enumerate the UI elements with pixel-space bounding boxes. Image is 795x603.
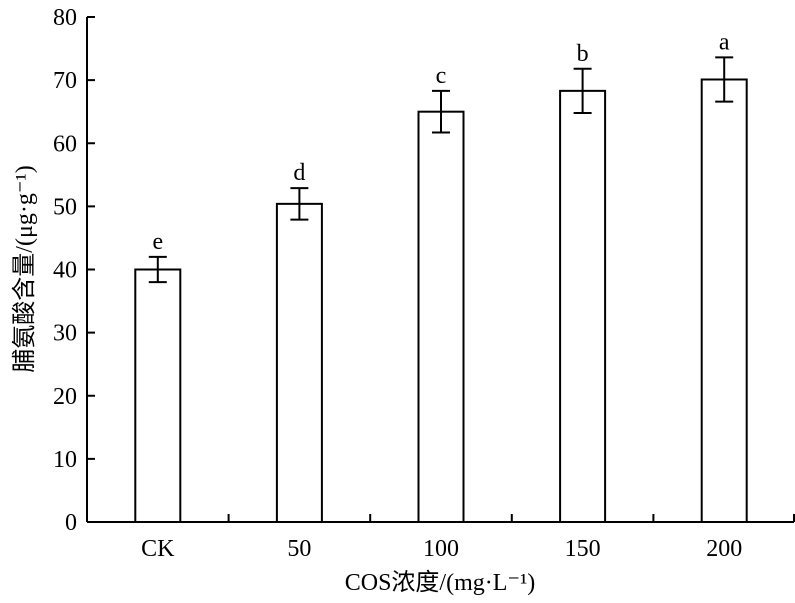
significance-label-50: d xyxy=(293,160,305,186)
y-tick-label-40: 40 xyxy=(53,258,77,284)
bars-layer xyxy=(134,78,748,524)
bar-50 xyxy=(275,202,323,523)
y-tick-label-80: 80 xyxy=(53,5,77,31)
bar-200 xyxy=(700,78,748,524)
y-tick-label-0: 0 xyxy=(65,510,77,536)
axes-layer: CK 50 100 150 200 0 10 20 30 40 50 60 70 80 xyxy=(53,5,795,562)
bar-150 xyxy=(559,89,607,523)
y-tick-label-30: 30 xyxy=(53,321,77,347)
y-tick-label-70: 70 xyxy=(53,68,77,94)
x-tick-label-150: 150 xyxy=(565,536,601,562)
x-tick-label-100: 100 xyxy=(423,536,459,562)
significance-label-200: a xyxy=(719,29,730,55)
error-bars-layer xyxy=(148,56,734,284)
x-tick-label-200: 200 xyxy=(706,536,742,562)
bar-CK xyxy=(134,268,182,523)
x-axis-title: COS浓度/(mg·L⁻¹) xyxy=(345,569,536,596)
significance-label-100: c xyxy=(436,63,447,89)
x-tick-label-CK: CK xyxy=(141,536,175,562)
y-tick-label-60: 60 xyxy=(53,131,77,157)
x-tick-label-50: 50 xyxy=(287,536,311,562)
y-axis-title: 脯氨酸含量/(μg·g⁻¹) xyxy=(11,165,38,372)
significance-label-CK: e xyxy=(152,229,163,255)
y-tick-label-10: 10 xyxy=(53,447,77,473)
significance-labels-layer: e d c b a xyxy=(152,29,729,254)
bar-100 xyxy=(417,110,465,523)
significance-label-150: b xyxy=(577,41,589,67)
y-tick-label-50: 50 xyxy=(53,194,77,220)
y-tick-label-20: 20 xyxy=(53,384,77,410)
